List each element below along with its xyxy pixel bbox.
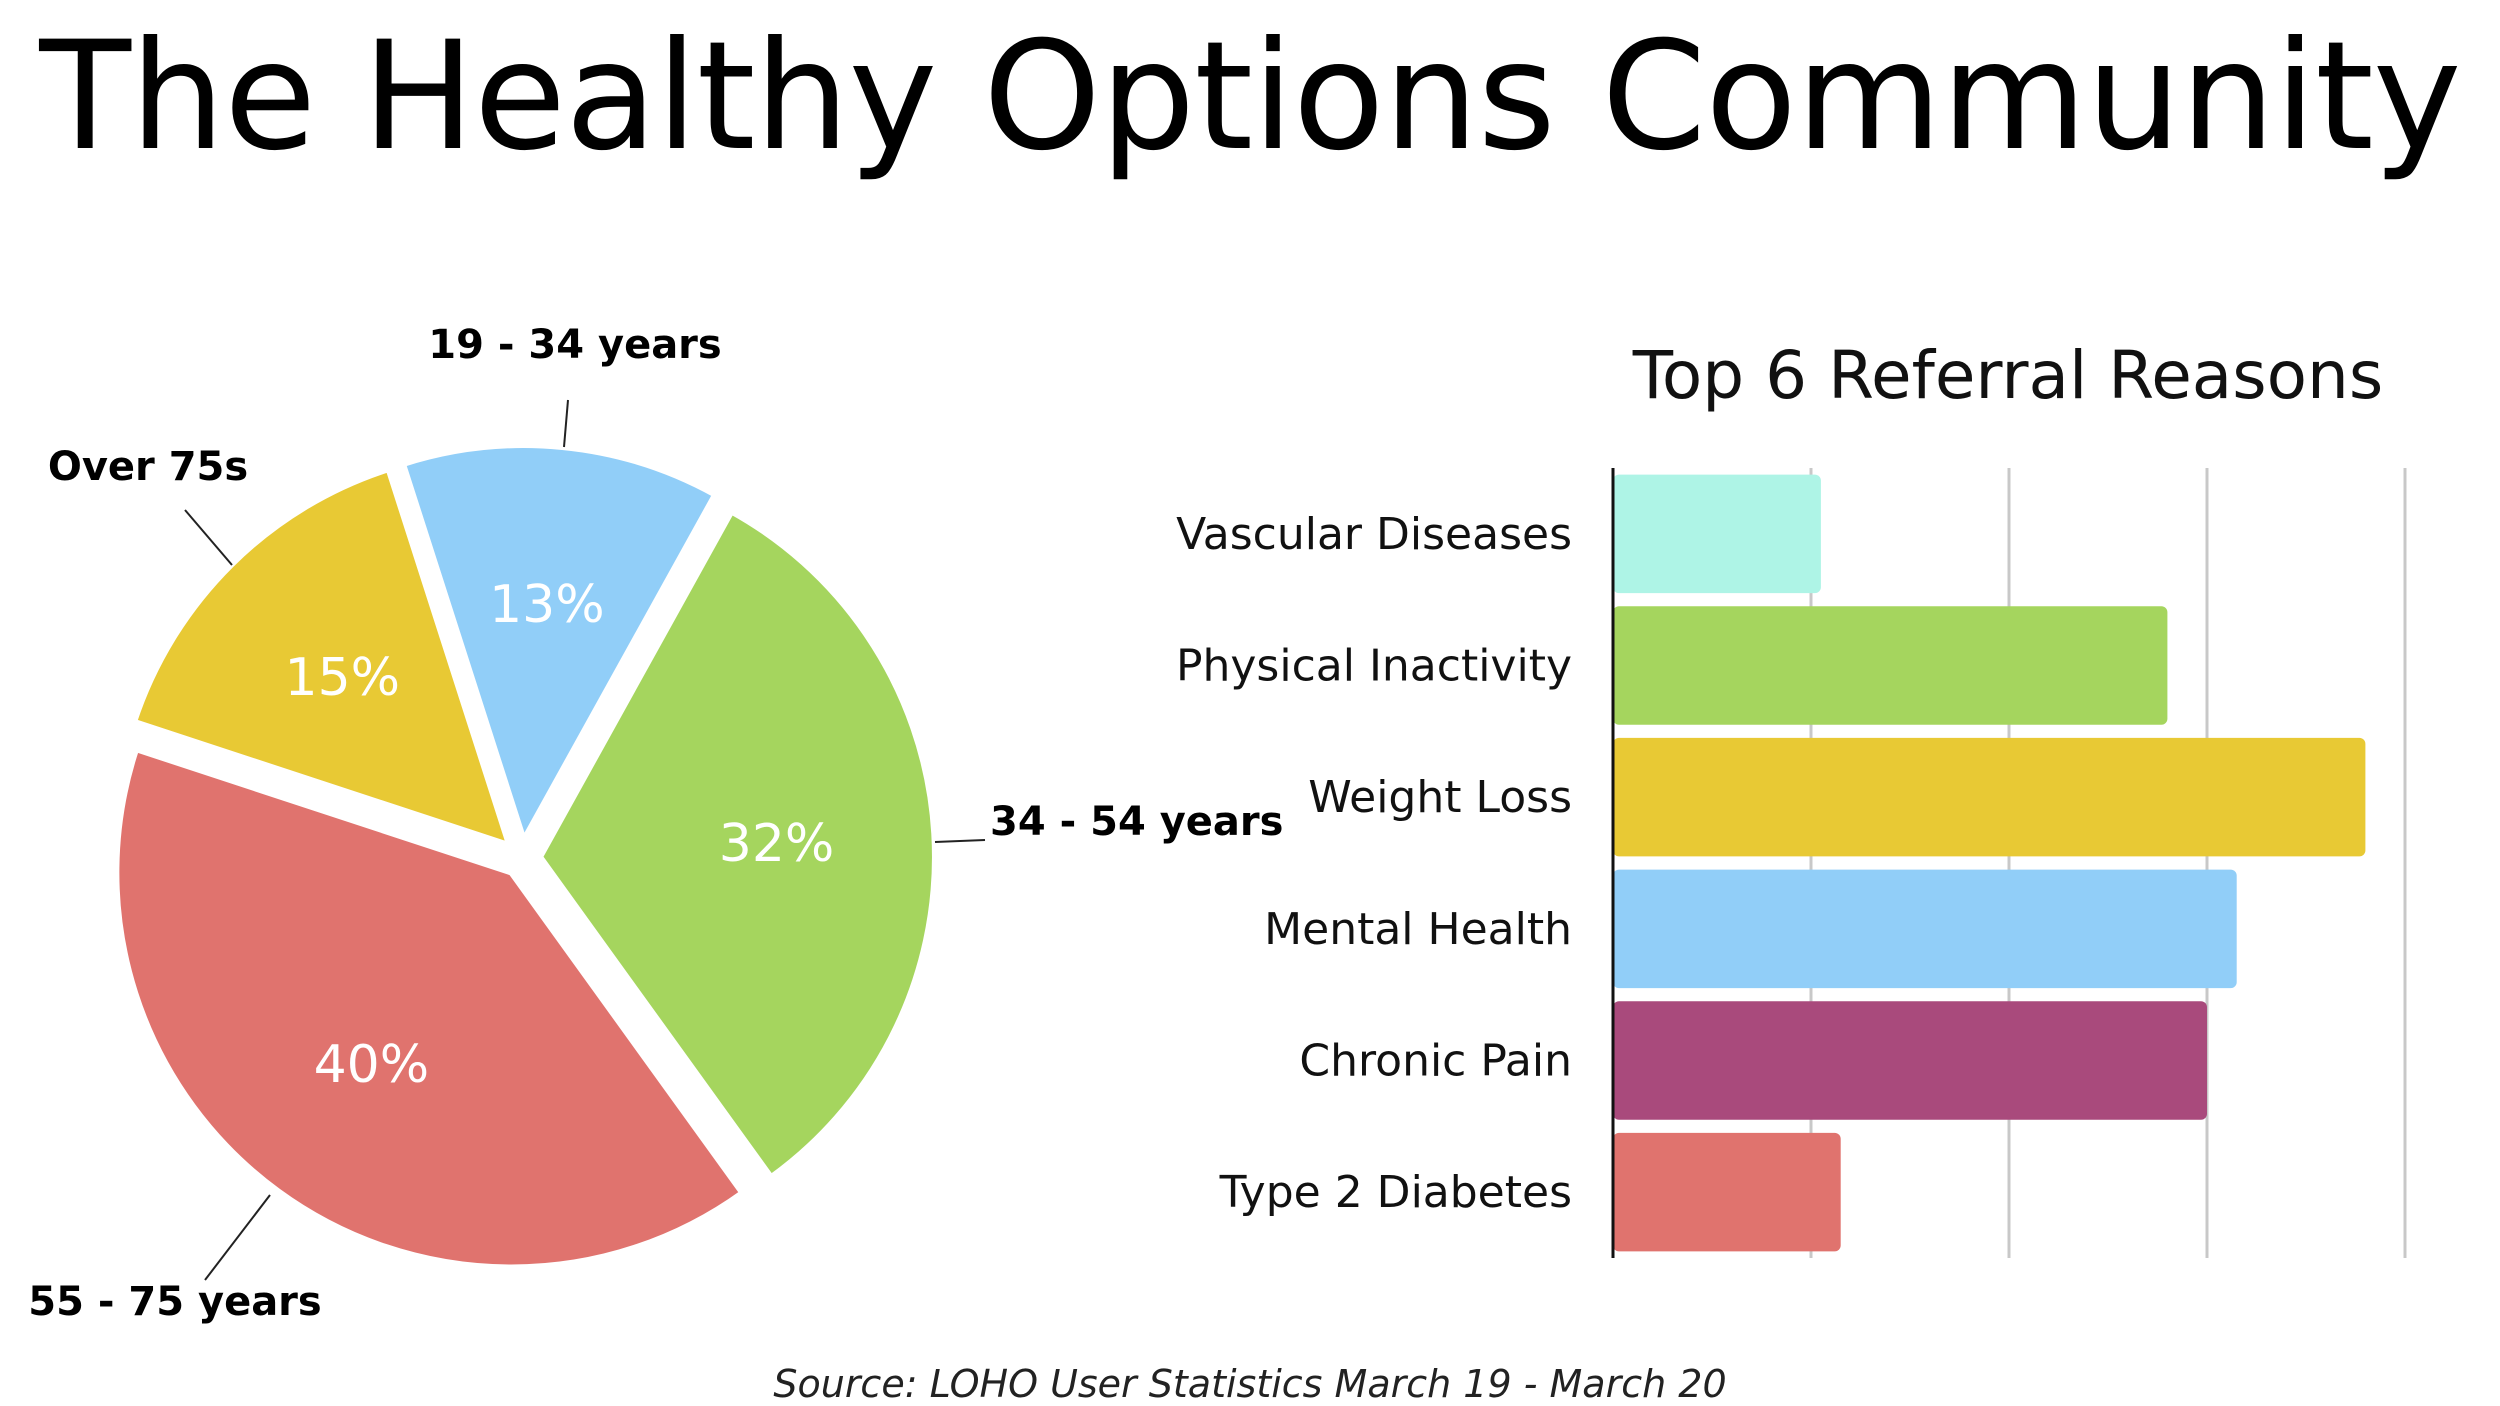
bar-category-label: Weight Loss — [1308, 772, 1572, 823]
pie-leader-line — [934, 839, 986, 843]
pie-value-label: 15% — [285, 648, 401, 708]
pie-slice-55-75-years — [113, 745, 747, 1271]
pie-category-label: 19 - 34 years — [428, 322, 721, 368]
bar-category-label: Mental Health — [1264, 904, 1572, 955]
bar-chart-title: Top 6 Referral Reasons — [1632, 337, 2383, 414]
pie-chart: 32% 34 - 54 years 40% 55 - 75 years 15% Over … — [28, 322, 1283, 1325]
pie-slice-34-54-years — [536, 507, 938, 1182]
pie-value-label: 40% — [314, 1035, 430, 1095]
pie-value-label: 32% — [719, 814, 835, 874]
bar-category-label: Type 2 Diabetes — [1219, 1167, 1572, 1218]
bar-chart: Top 6 Referral Reasons Vascular Diseases P… — [1176, 337, 2407, 1258]
bar-weight-loss — [1613, 737, 2366, 857]
bar-category-label: Physical Inactivity — [1176, 641, 1572, 692]
page-title: The Healthy Options Community — [39, 10, 2461, 184]
pie-leader-line — [184, 509, 233, 566]
source-note: Source: LOHO User Statistics March 19 - … — [773, 1362, 1727, 1406]
bar-type-2-diabetes — [1613, 1132, 1841, 1252]
bar-category-label: Chronic Pain — [1299, 1036, 1572, 1087]
pie-category-label: Over 75s — [48, 444, 248, 490]
pie-leader-line — [204, 1194, 271, 1281]
pie-category-label: 34 - 54 years — [990, 799, 1283, 845]
pie-category-label: 55 - 75 years — [28, 1279, 321, 1325]
pie-value-label: 13% — [489, 575, 605, 635]
pie-slice-19-34-years — [399, 442, 720, 848]
bar-chronic-pain — [1613, 1001, 2207, 1120]
bar-mental-health — [1613, 869, 2237, 989]
pie-leader-line — [563, 399, 569, 448]
bar-vascular-diseases — [1613, 474, 1821, 594]
bar-physical-inactivity — [1613, 606, 2168, 725]
bar-category-label: Vascular Diseases — [1176, 509, 1572, 560]
